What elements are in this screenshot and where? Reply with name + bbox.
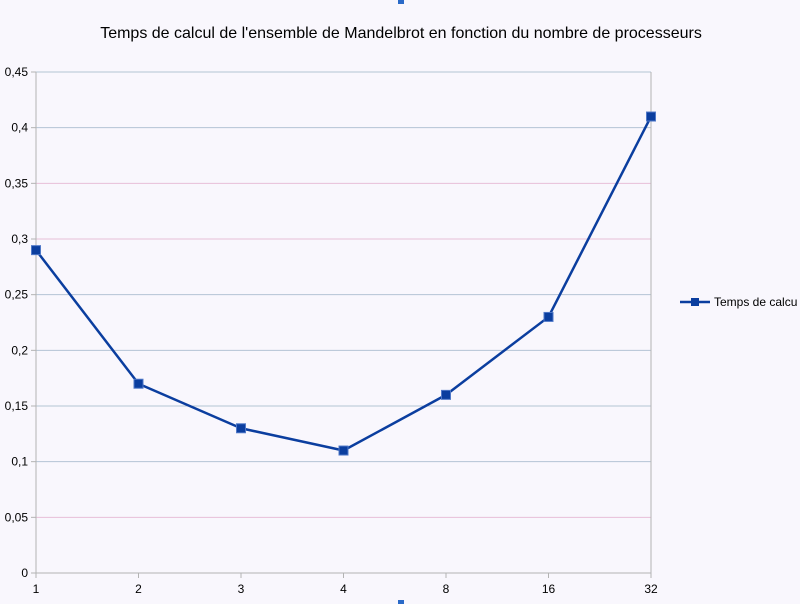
series-line [35,115,653,452]
data-point-marker [31,245,41,256]
y-tick-label: 0,35 [5,176,29,190]
y-tick-label: 0,3 [11,232,28,246]
legend-marker [691,298,699,306]
chart-title: Temps de calcul de l'ensemble de Mandelb… [100,25,702,42]
y-tick-label: 0,2 [11,343,28,357]
series-line-path [35,115,653,452]
x-tick-label: 16 [542,582,556,596]
data-point-marker [441,389,451,400]
selection-handle-top[interactable] [398,0,404,4]
gridlines [36,71,651,518]
series-markers [31,111,656,456]
data-point-marker [646,111,656,122]
y-axis-tick-labels: 0 0,05 0,1 0,15 0,2 0,25 0,3 0,35 0,4 0,45 [5,65,29,580]
y-tick-label: 0,4 [11,121,28,135]
x-tick-label: 8 [443,582,450,596]
x-tick-label: 2 [135,582,142,596]
y-tick-label: 0,1 [11,455,28,469]
x-tick-label: 32 [644,582,658,596]
legend-label: Temps de calcu [714,295,797,309]
axes [31,71,652,578]
y-tick-label: 0,15 [5,399,29,413]
x-tick-label: 1 [33,582,40,596]
y-tick-label: 0,25 [5,288,29,302]
y-tick-label: 0,05 [5,510,29,524]
data-point-marker [543,311,554,322]
y-tick-label: 0,45 [5,65,29,79]
data-point-marker [338,445,349,456]
x-tick-label: 4 [340,582,347,596]
legend: Temps de calcu [680,295,797,309]
y-tick-label: 0 [21,566,28,580]
data-point-marker [133,378,144,389]
x-tick-label: 3 [238,582,245,596]
data-point-marker [236,423,246,434]
x-axis-tick-labels: 1 2 3 4 8 16 32 [33,582,658,596]
selection-handle-bottom[interactable] [398,600,404,604]
